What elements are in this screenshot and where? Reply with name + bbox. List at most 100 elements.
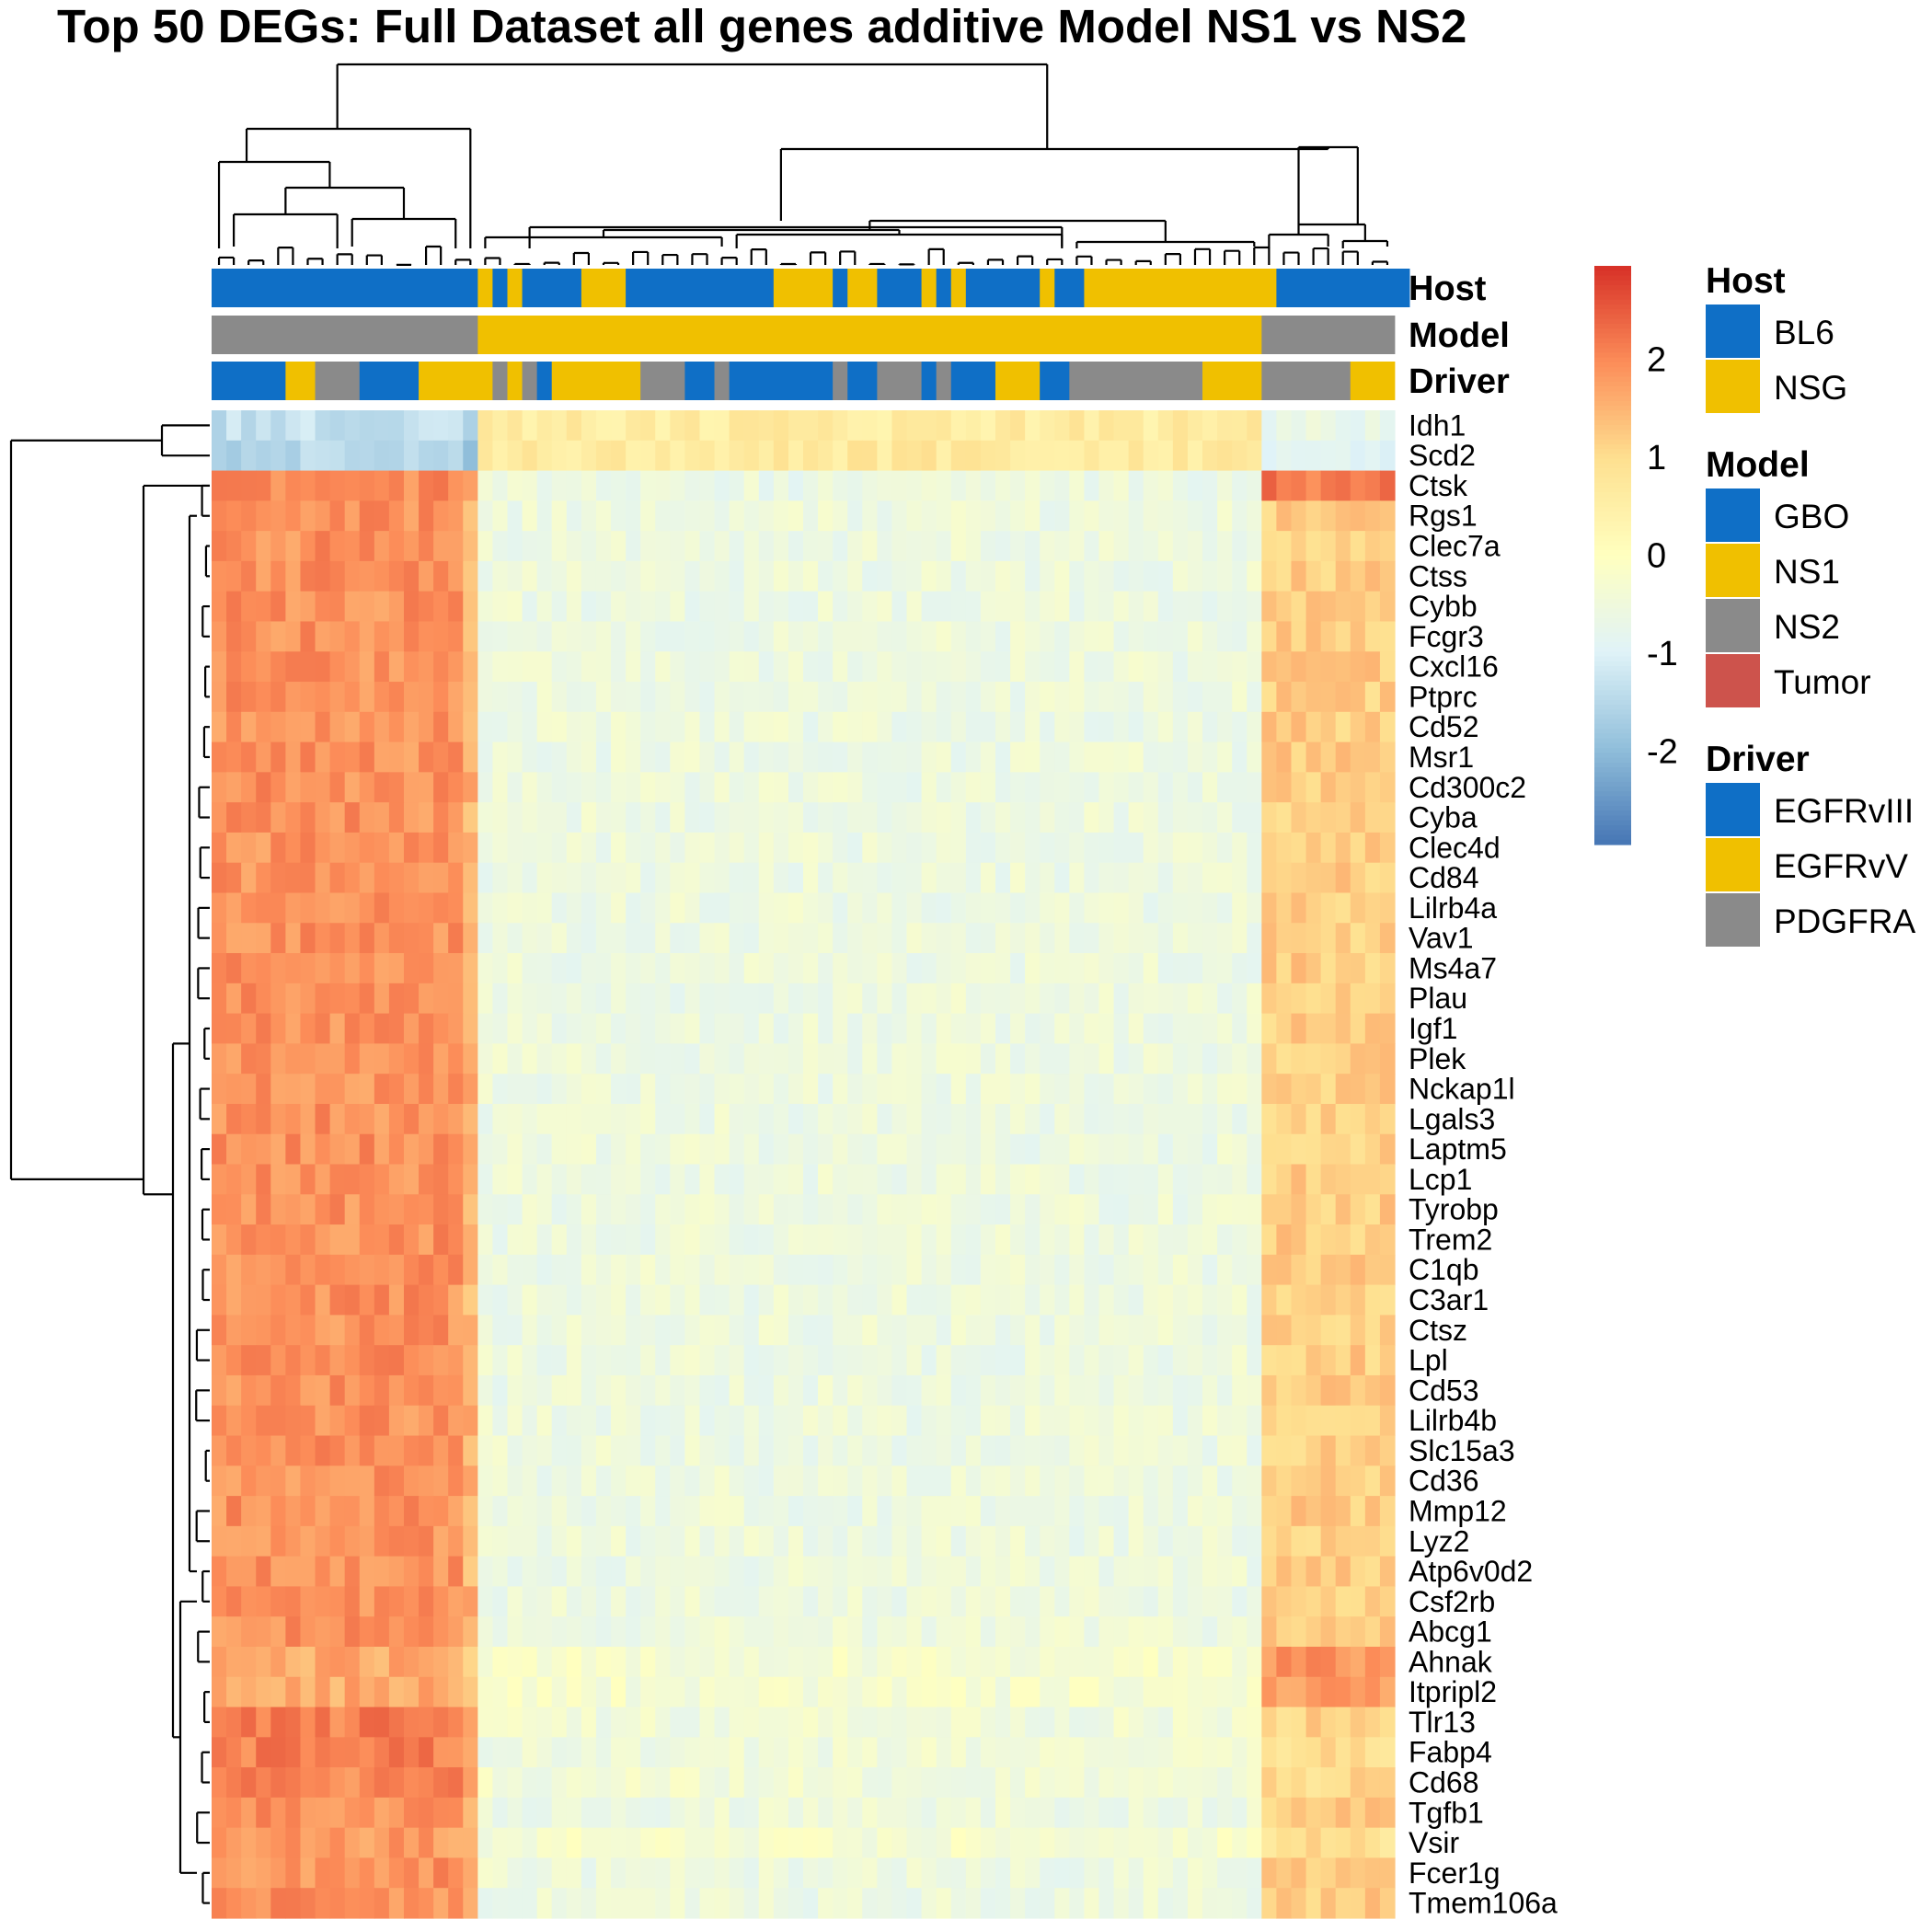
heatmap-cell	[315, 440, 331, 472]
heatmap-cell	[1128, 1074, 1144, 1105]
heatmap-cell	[315, 410, 331, 442]
heatmap-cell	[374, 1435, 390, 1466]
heatmap-cell	[1157, 1103, 1174, 1135]
heatmap-cell	[1364, 531, 1381, 562]
heatmap-cell	[212, 1133, 227, 1166]
heatmap-cell	[995, 1827, 1011, 1859]
heatmap-cell	[329, 953, 346, 984]
heatmap-cell	[758, 682, 775, 713]
heatmap-cell	[773, 892, 789, 924]
heatmap-cell	[256, 1797, 271, 1829]
heatmap-cell	[1113, 1133, 1130, 1166]
heatmap-cell	[1379, 1133, 1396, 1166]
heatmap-cell	[477, 1616, 494, 1648]
heatmap-cell	[374, 591, 390, 623]
heatmap-cell	[566, 1888, 582, 1919]
heatmap-cell	[1157, 1013, 1174, 1044]
heatmap-cell	[936, 1646, 952, 1678]
heatmap-cell	[463, 1043, 478, 1075]
heatmap-cell	[536, 862, 553, 894]
heatmap-cell	[1261, 741, 1278, 773]
heatmap-cell	[270, 1496, 286, 1527]
heatmap-cell	[1098, 682, 1115, 713]
heatmap-cell	[551, 1074, 568, 1105]
heatmap-cell	[1113, 1435, 1130, 1466]
heatmap-cell	[477, 1797, 494, 1829]
heatmap-cell	[1379, 1556, 1396, 1588]
heatmap-cell	[950, 741, 967, 773]
heatmap-cell	[1261, 711, 1278, 743]
heatmap-cell	[921, 1707, 937, 1738]
heatmap-cell	[1247, 862, 1262, 894]
heatmap-cell	[1157, 1405, 1174, 1437]
colorbar-step	[1594, 342, 1631, 349]
heatmap-cell	[1320, 802, 1337, 833]
heatmap-cell	[551, 1797, 568, 1829]
heatmap-cell	[995, 1013, 1011, 1044]
heatmap-cell	[684, 1888, 701, 1919]
heatmap-cell	[595, 862, 612, 894]
heatmap-cell	[1276, 741, 1293, 773]
heatmap-cell	[773, 440, 789, 472]
heatmap-cell	[241, 1254, 257, 1286]
heatmap-cell	[670, 862, 686, 894]
heatmap-cell	[655, 832, 671, 864]
heatmap-cell	[936, 1737, 952, 1768]
heatmap-cell	[833, 1254, 848, 1286]
colorbar-step	[1594, 748, 1631, 754]
heatmap-cell	[1261, 470, 1278, 501]
heatmap-cell	[374, 772, 390, 803]
heatmap-cell	[670, 1224, 686, 1256]
heatmap-cell	[285, 1707, 302, 1738]
heatmap-cell	[1217, 1164, 1233, 1195]
heatmap-cell	[551, 741, 568, 773]
heatmap-cell	[388, 470, 405, 501]
heatmap-cell	[477, 892, 494, 924]
heatmap-cell	[773, 1254, 789, 1286]
heatmap-cell	[344, 1465, 361, 1497]
heatmap-cell	[448, 560, 464, 592]
heatmap-cell	[388, 682, 405, 713]
heatmap-cell	[1276, 1405, 1293, 1437]
heatmap-cell	[1232, 983, 1248, 1015]
heatmap-cell	[833, 741, 848, 773]
heatmap-cell	[758, 1103, 775, 1135]
heatmap-cell	[1320, 1103, 1337, 1135]
heatmap-cell	[566, 1556, 582, 1588]
heatmap-cell	[463, 1315, 478, 1346]
heatmap-cell	[833, 1405, 848, 1437]
heatmap-cell	[684, 1345, 701, 1376]
heatmap-cell	[626, 1586, 641, 1617]
heatmap-cell	[965, 531, 982, 562]
heatmap-cell	[743, 953, 760, 984]
heatmap-cell	[329, 1043, 346, 1075]
heatmap-cell	[1128, 1164, 1144, 1195]
heatmap-cell	[640, 1767, 656, 1799]
heatmap-cell	[906, 892, 923, 924]
heatmap-cell	[714, 1737, 730, 1768]
colorbar-step	[1594, 415, 1631, 421]
annotation-segment	[419, 362, 493, 400]
heatmap-cell	[670, 1827, 686, 1859]
heatmap-cell	[788, 953, 804, 984]
heatmap-cell	[891, 923, 908, 954]
heatmap-cell	[921, 892, 937, 924]
heatmap-cell	[862, 1374, 878, 1407]
heatmap-cell	[655, 1435, 671, 1466]
heatmap-cell	[1305, 1707, 1322, 1738]
heatmap-cell	[921, 500, 937, 532]
heatmap-cell	[965, 1646, 982, 1678]
heatmap-cell	[270, 1616, 286, 1648]
heatmap-cell	[344, 802, 361, 833]
heatmap-cell	[936, 1074, 952, 1105]
heatmap-cell	[1010, 1013, 1026, 1044]
heatmap-cell	[315, 1194, 331, 1225]
heatmap-cell	[507, 1345, 523, 1376]
heatmap-cell	[743, 1646, 760, 1678]
heatmap-cell	[1187, 1074, 1203, 1105]
colorbar-step	[1594, 613, 1631, 619]
heatmap-cell	[1010, 1737, 1026, 1768]
heatmap-cell	[1113, 1857, 1130, 1889]
heatmap-cell	[936, 953, 952, 984]
heatmap-cell	[1232, 1405, 1248, 1437]
